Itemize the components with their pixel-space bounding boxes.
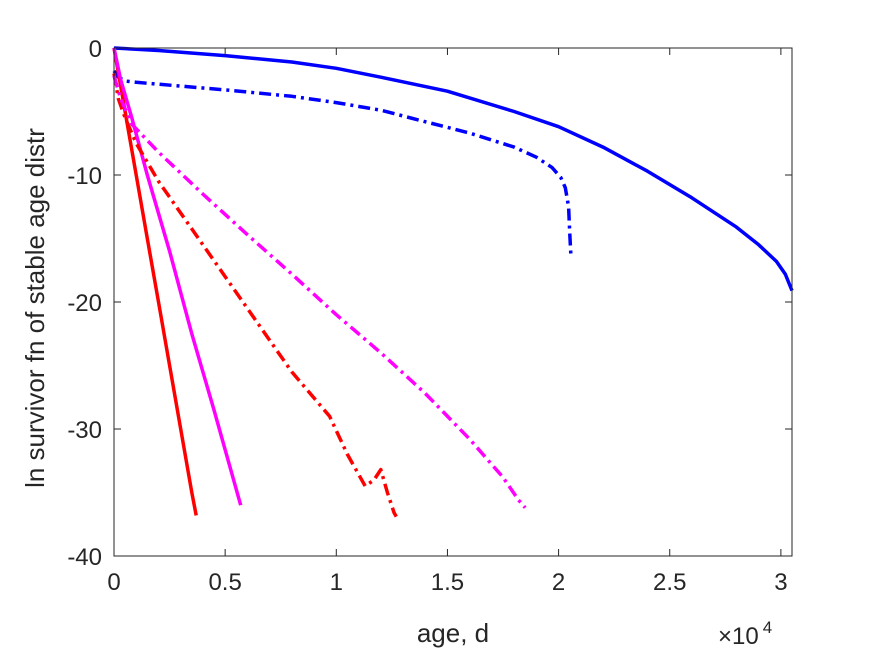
y-tick-label: -40 bbox=[67, 544, 102, 571]
series-line-1 bbox=[113, 46, 794, 292]
x-axis-exponent: ×10 4 bbox=[718, 618, 772, 650]
series-line-6 bbox=[112, 75, 527, 509]
x-exponent-power: 4 bbox=[763, 618, 772, 637]
series-layer bbox=[112, 46, 794, 518]
plot-background bbox=[114, 48, 792, 556]
series-line-5 bbox=[112, 73, 398, 518]
x-tick-label: 2 bbox=[552, 569, 565, 596]
y-tick-label: -30 bbox=[67, 417, 102, 444]
x-tick-label: 0 bbox=[107, 569, 120, 596]
x-axis-label: age, d bbox=[417, 618, 489, 648]
y-tick-label: -10 bbox=[67, 163, 102, 190]
x-tick-label: 1.5 bbox=[431, 569, 464, 596]
x-exponent-base: ×10 bbox=[718, 623, 759, 650]
x-tick-label: 2.5 bbox=[653, 569, 686, 596]
x-tick-label: 1 bbox=[330, 569, 343, 596]
series-line-4 bbox=[112, 47, 243, 506]
y-tick-label: -20 bbox=[67, 290, 102, 317]
tick-layer: 0 0.5 1 1.5 2 2.5 3 0 -10 -20 -30 -40 bbox=[67, 36, 792, 596]
y-tick-label: 0 bbox=[89, 36, 102, 63]
series-line-2 bbox=[112, 69, 573, 254]
y-axis-label: ln survivor fn of stable age distr bbox=[20, 128, 50, 488]
x-tick-label: 3 bbox=[774, 569, 787, 596]
x-tick-label: 0.5 bbox=[208, 569, 241, 596]
